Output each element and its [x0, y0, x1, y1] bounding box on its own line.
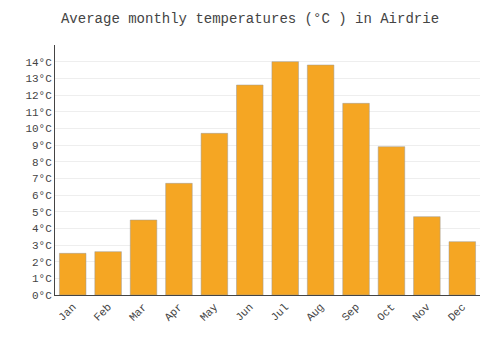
svg-text:8°C: 8°C [32, 157, 52, 169]
svg-text:Apr: Apr [162, 301, 184, 323]
svg-text:Oct: Oct [375, 301, 397, 323]
svg-text:2°C: 2°C [32, 257, 52, 269]
svg-text:13°C: 13°C [25, 73, 52, 85]
svg-text:7°C: 7°C [32, 173, 52, 185]
svg-text:9°C: 9°C [32, 140, 52, 152]
svg-text:Feb: Feb [92, 301, 114, 323]
svg-text:6°C: 6°C [32, 190, 52, 202]
svg-text:5°C: 5°C [32, 207, 52, 219]
svg-text:Jul: Jul [269, 301, 291, 323]
svg-text:4°C: 4°C [32, 223, 52, 235]
svg-text:Mar: Mar [127, 301, 149, 323]
svg-text:Jan: Jan [56, 301, 78, 323]
svg-text:11°C: 11°C [25, 107, 52, 119]
svg-text:Aug: Aug [304, 301, 326, 323]
svg-text:10°C: 10°C [25, 123, 52, 135]
svg-text:Jun: Jun [233, 301, 255, 323]
svg-text:0°C: 0°C [32, 290, 52, 302]
svg-text:1°C: 1°C [32, 273, 52, 285]
svg-text:Nov: Nov [410, 301, 433, 324]
svg-text:14°C: 14°C [25, 57, 52, 69]
svg-text:Sep: Sep [340, 301, 362, 323]
svg-text:May: May [198, 301, 221, 324]
svg-text:Average monthly temperatures (: Average monthly temperatures (°C ) in Ai… [61, 11, 439, 27]
svg-text:12°C: 12°C [25, 90, 52, 102]
svg-text:3°C: 3°C [32, 240, 52, 252]
svg-text:Dec: Dec [446, 301, 468, 323]
